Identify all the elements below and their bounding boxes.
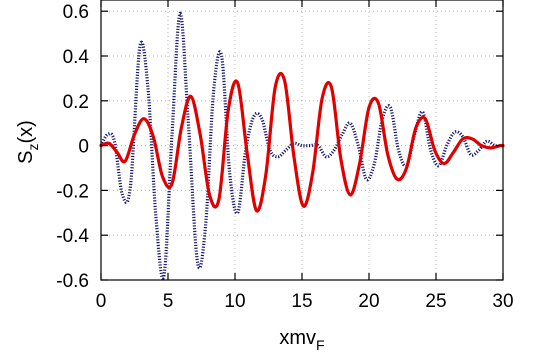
y-tick-label: 0.6 (63, 2, 89, 23)
y-tick-label: 0.2 (63, 92, 89, 113)
series-group (99, 11, 505, 280)
y-tick-label: 0 (78, 137, 89, 158)
series-line-solid (99, 71, 505, 213)
y-tick-label: -0.2 (56, 181, 89, 202)
series-line-dotted (99, 11, 504, 280)
x-tick-label: 10 (224, 291, 245, 312)
y-tick-label: -0.4 (56, 226, 89, 247)
tick-labels: 0 5 10 15 20 25 30 -0.6 -0.4 -0.2 0 0.2 0.4 0.6 (56, 2, 513, 312)
grid (101, 0, 503, 280)
x-tick-label: 0 (96, 291, 107, 312)
x-axis-label-main: xmv (279, 327, 316, 349)
x-tick-label: 30 (492, 291, 513, 312)
x-tick-label: 15 (291, 291, 312, 312)
y-axis-label-suffix: (x) (15, 120, 37, 143)
y-axis-label-sub: z (25, 143, 41, 150)
x-tick-label: 25 (425, 291, 446, 312)
x-axis-label-sub: F (316, 337, 325, 353)
y-axis-label: Sz(x) (15, 120, 41, 164)
x-tick-label: 5 (163, 291, 174, 312)
x-axis-label: xmvF (279, 327, 324, 353)
y-axis-label-main: S (15, 150, 37, 163)
ticks (100, 0, 504, 281)
y-tick-label: -0.6 (56, 271, 89, 292)
x-tick-label: 20 (358, 291, 379, 312)
y-tick-label: 0.4 (63, 47, 90, 68)
